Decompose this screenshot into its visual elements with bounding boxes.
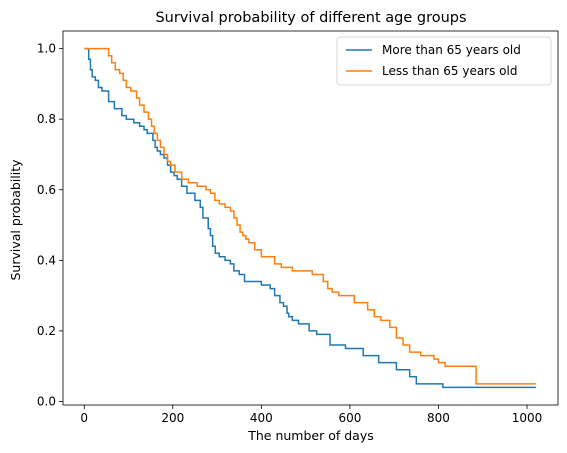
x-axis-label: The number of days	[247, 428, 374, 443]
series-layer	[84, 47, 536, 389]
y-tick-label: 0.8	[37, 112, 56, 126]
y-tick-label: 1.0	[37, 42, 56, 56]
chart-title: Survival probability of different age gr…	[155, 10, 466, 26]
x-tick-label: 1000	[512, 411, 543, 425]
legend: More than 65 years old Less than 65 years…	[336, 36, 552, 86]
y-tick-label: 0.6	[37, 183, 56, 197]
x-tick-label: 600	[338, 411, 361, 425]
y-tick-label: 0.4	[37, 253, 56, 267]
x-tick-label: 400	[250, 411, 273, 425]
x-tick-label: 200	[161, 411, 184, 425]
legend-box	[336, 36, 552, 86]
x-tick-label: 800	[427, 411, 450, 425]
series-line-2	[84, 47, 536, 385]
series-line-1	[84, 47, 536, 389]
y-axis-label: Survival probability	[8, 159, 23, 281]
plot-frame	[62, 30, 559, 406]
y-tick-label: 0.2	[37, 324, 56, 338]
legend-label-2: Less than 65 years old	[382, 64, 517, 78]
x-tick-label: 0	[80, 411, 88, 425]
axes-layer: 0 200 400 600 800 1000 0.0 0.2 0.4 0.6 0.8 1.0	[37, 30, 559, 425]
y-tick-label: 0.0	[37, 394, 56, 408]
legend-label-1: More than 65 years old	[382, 43, 521, 57]
